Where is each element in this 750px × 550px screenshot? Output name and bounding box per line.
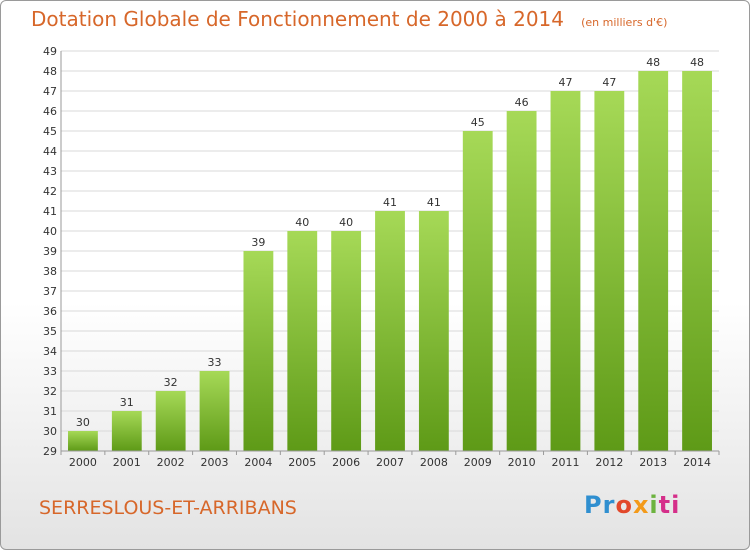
x-tick-label: 2013 (639, 456, 667, 469)
y-tick-label: 30 (43, 425, 57, 438)
chart-title: Dotation Globale de Fonctionnement de 20… (31, 7, 564, 31)
logo-part: ti (658, 491, 681, 519)
x-tick-label: 2009 (464, 456, 492, 469)
y-tick-label: 37 (43, 285, 57, 298)
x-tick-label: 2010 (508, 456, 536, 469)
x-tick-label: 2012 (595, 456, 623, 469)
bar-value-label: 30 (76, 416, 90, 429)
bar-value-label: 33 (208, 356, 222, 369)
bar (199, 371, 230, 451)
bar-value-label: 46 (515, 96, 529, 109)
bar (506, 111, 537, 451)
x-tick-label: 2004 (244, 456, 272, 469)
x-tick-label: 2000 (69, 456, 97, 469)
bar (682, 71, 712, 451)
bar-value-label: 41 (383, 196, 397, 209)
bar (418, 211, 449, 451)
bar-value-label: 48 (690, 56, 704, 69)
y-tick-label: 38 (43, 265, 57, 278)
bar-value-label: 47 (558, 76, 572, 89)
y-tick-label: 34 (43, 345, 57, 358)
y-tick-label: 48 (43, 65, 57, 78)
y-tick-label: 46 (43, 105, 57, 118)
y-tick-label: 33 (43, 365, 57, 378)
logo-part: i (649, 491, 659, 519)
y-tick-label: 42 (43, 185, 57, 198)
bar-value-label: 41 (427, 196, 441, 209)
x-tick-label: 2003 (201, 456, 229, 469)
y-tick-label: 45 (43, 125, 57, 138)
x-tick-label: 2001 (113, 456, 141, 469)
bar (155, 391, 186, 451)
bar (287, 231, 318, 451)
bar-value-label: 48 (646, 56, 660, 69)
bar (550, 91, 581, 451)
y-tick-label: 29 (43, 445, 57, 458)
x-tick-label: 2014 (683, 456, 711, 469)
bar (462, 131, 493, 451)
title-row: Dotation Globale de Fonctionnement de 20… (31, 7, 667, 31)
y-tick-label: 49 (43, 45, 57, 58)
y-tick-label: 44 (43, 145, 57, 158)
bar (594, 91, 625, 451)
chart-subtitle: (en milliers d'€) (581, 16, 668, 29)
bar-value-label: 39 (251, 236, 265, 249)
commune-name: SERRESLOUS-ET-ARRIBANS (39, 497, 297, 519)
bar-value-label: 40 (339, 216, 353, 229)
logo-part: Pr (584, 491, 616, 519)
bar-value-label: 47 (602, 76, 616, 89)
y-tick-label: 36 (43, 305, 57, 318)
bar (638, 71, 669, 451)
x-tick-label: 2007 (376, 456, 404, 469)
y-tick-label: 41 (43, 205, 57, 218)
x-tick-label: 2002 (157, 456, 185, 469)
bar (331, 231, 362, 451)
bar (243, 251, 274, 451)
bar-value-label: 45 (471, 116, 485, 129)
bar-value-label: 32 (164, 376, 178, 389)
bar-value-label: 31 (120, 396, 134, 409)
x-tick-label: 2011 (551, 456, 579, 469)
y-tick-label: 35 (43, 325, 57, 338)
bar (111, 411, 142, 451)
bar (375, 211, 405, 451)
y-tick-label: 32 (43, 385, 57, 398)
logo-part: o (615, 491, 633, 519)
proxiti-logo[interactable]: Proxiti (584, 491, 680, 519)
logo-part: x (632, 491, 650, 519)
y-tick-label: 40 (43, 225, 57, 238)
y-tick-label: 43 (43, 165, 57, 178)
bar-value-label: 40 (295, 216, 309, 229)
y-tick-label: 47 (43, 85, 57, 98)
x-tick-label: 2006 (332, 456, 360, 469)
x-tick-label: 2005 (288, 456, 316, 469)
x-tick-label: 2008 (420, 456, 448, 469)
bar (68, 431, 98, 451)
y-tick-label: 31 (43, 405, 57, 418)
y-tick-label: 39 (43, 245, 57, 258)
